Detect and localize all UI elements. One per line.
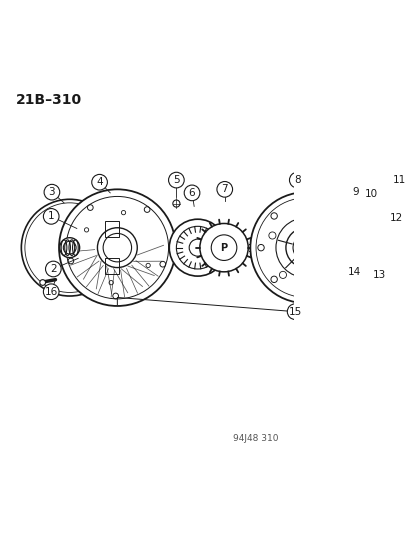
- Text: 16: 16: [45, 287, 58, 297]
- Circle shape: [400, 200, 403, 204]
- Circle shape: [216, 182, 232, 197]
- Text: 13: 13: [372, 270, 385, 280]
- Circle shape: [347, 274, 350, 278]
- Circle shape: [43, 284, 59, 300]
- Circle shape: [367, 228, 406, 268]
- Text: 10: 10: [364, 189, 377, 199]
- Circle shape: [184, 185, 199, 201]
- Circle shape: [370, 291, 374, 295]
- Circle shape: [45, 261, 61, 277]
- Text: 11: 11: [392, 175, 405, 185]
- Circle shape: [346, 264, 361, 280]
- Text: 14: 14: [347, 267, 360, 277]
- Circle shape: [340, 261, 343, 264]
- Circle shape: [363, 187, 378, 202]
- Ellipse shape: [360, 237, 370, 259]
- Circle shape: [59, 238, 79, 257]
- Text: 3: 3: [48, 187, 55, 197]
- Circle shape: [391, 172, 406, 188]
- Text: 94J48 310: 94J48 310: [233, 434, 278, 443]
- Circle shape: [388, 210, 404, 225]
- Circle shape: [385, 198, 389, 202]
- Text: 1: 1: [48, 212, 55, 221]
- Ellipse shape: [373, 238, 380, 257]
- Circle shape: [250, 192, 361, 303]
- Circle shape: [347, 218, 350, 221]
- Text: 9: 9: [351, 187, 358, 197]
- Text: 8: 8: [293, 175, 300, 185]
- Ellipse shape: [343, 237, 353, 259]
- Text: P: P: [220, 243, 227, 253]
- Circle shape: [40, 280, 45, 285]
- Circle shape: [357, 207, 361, 211]
- Circle shape: [44, 184, 59, 200]
- Circle shape: [287, 304, 302, 319]
- Circle shape: [169, 219, 225, 276]
- Ellipse shape: [351, 237, 361, 259]
- Circle shape: [347, 184, 363, 200]
- Circle shape: [370, 200, 374, 204]
- Circle shape: [168, 172, 184, 188]
- Circle shape: [340, 231, 343, 235]
- Circle shape: [21, 199, 118, 296]
- Text: 15: 15: [288, 306, 301, 317]
- Text: 21B–310: 21B–310: [16, 93, 82, 107]
- Circle shape: [370, 267, 386, 282]
- Circle shape: [385, 294, 389, 297]
- Text: 2: 2: [50, 264, 57, 274]
- Circle shape: [97, 228, 137, 268]
- Circle shape: [357, 285, 361, 288]
- Text: 5: 5: [173, 175, 179, 185]
- Circle shape: [92, 174, 107, 190]
- Circle shape: [289, 172, 304, 188]
- Circle shape: [199, 223, 248, 272]
- Circle shape: [337, 246, 341, 249]
- Circle shape: [295, 238, 315, 257]
- Text: 7: 7: [221, 184, 228, 195]
- Circle shape: [59, 189, 175, 306]
- Circle shape: [285, 228, 325, 268]
- Circle shape: [43, 208, 59, 224]
- Text: 12: 12: [389, 213, 403, 223]
- Circle shape: [400, 291, 403, 295]
- Text: 6: 6: [188, 188, 195, 198]
- Text: 4: 4: [96, 177, 103, 187]
- Circle shape: [336, 197, 413, 299]
